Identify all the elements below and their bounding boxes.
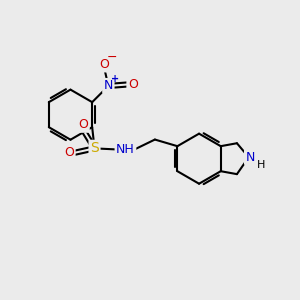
Text: O: O [78,118,88,131]
Text: −: − [107,51,117,64]
Text: NH: NH [116,143,135,156]
Text: H: H [257,160,265,170]
Text: N: N [245,151,255,164]
Text: S: S [90,141,99,155]
Text: O: O [128,78,138,91]
Text: O: O [99,58,109,71]
Text: N: N [104,80,113,92]
Text: +: + [111,74,119,84]
Text: O: O [64,146,74,159]
